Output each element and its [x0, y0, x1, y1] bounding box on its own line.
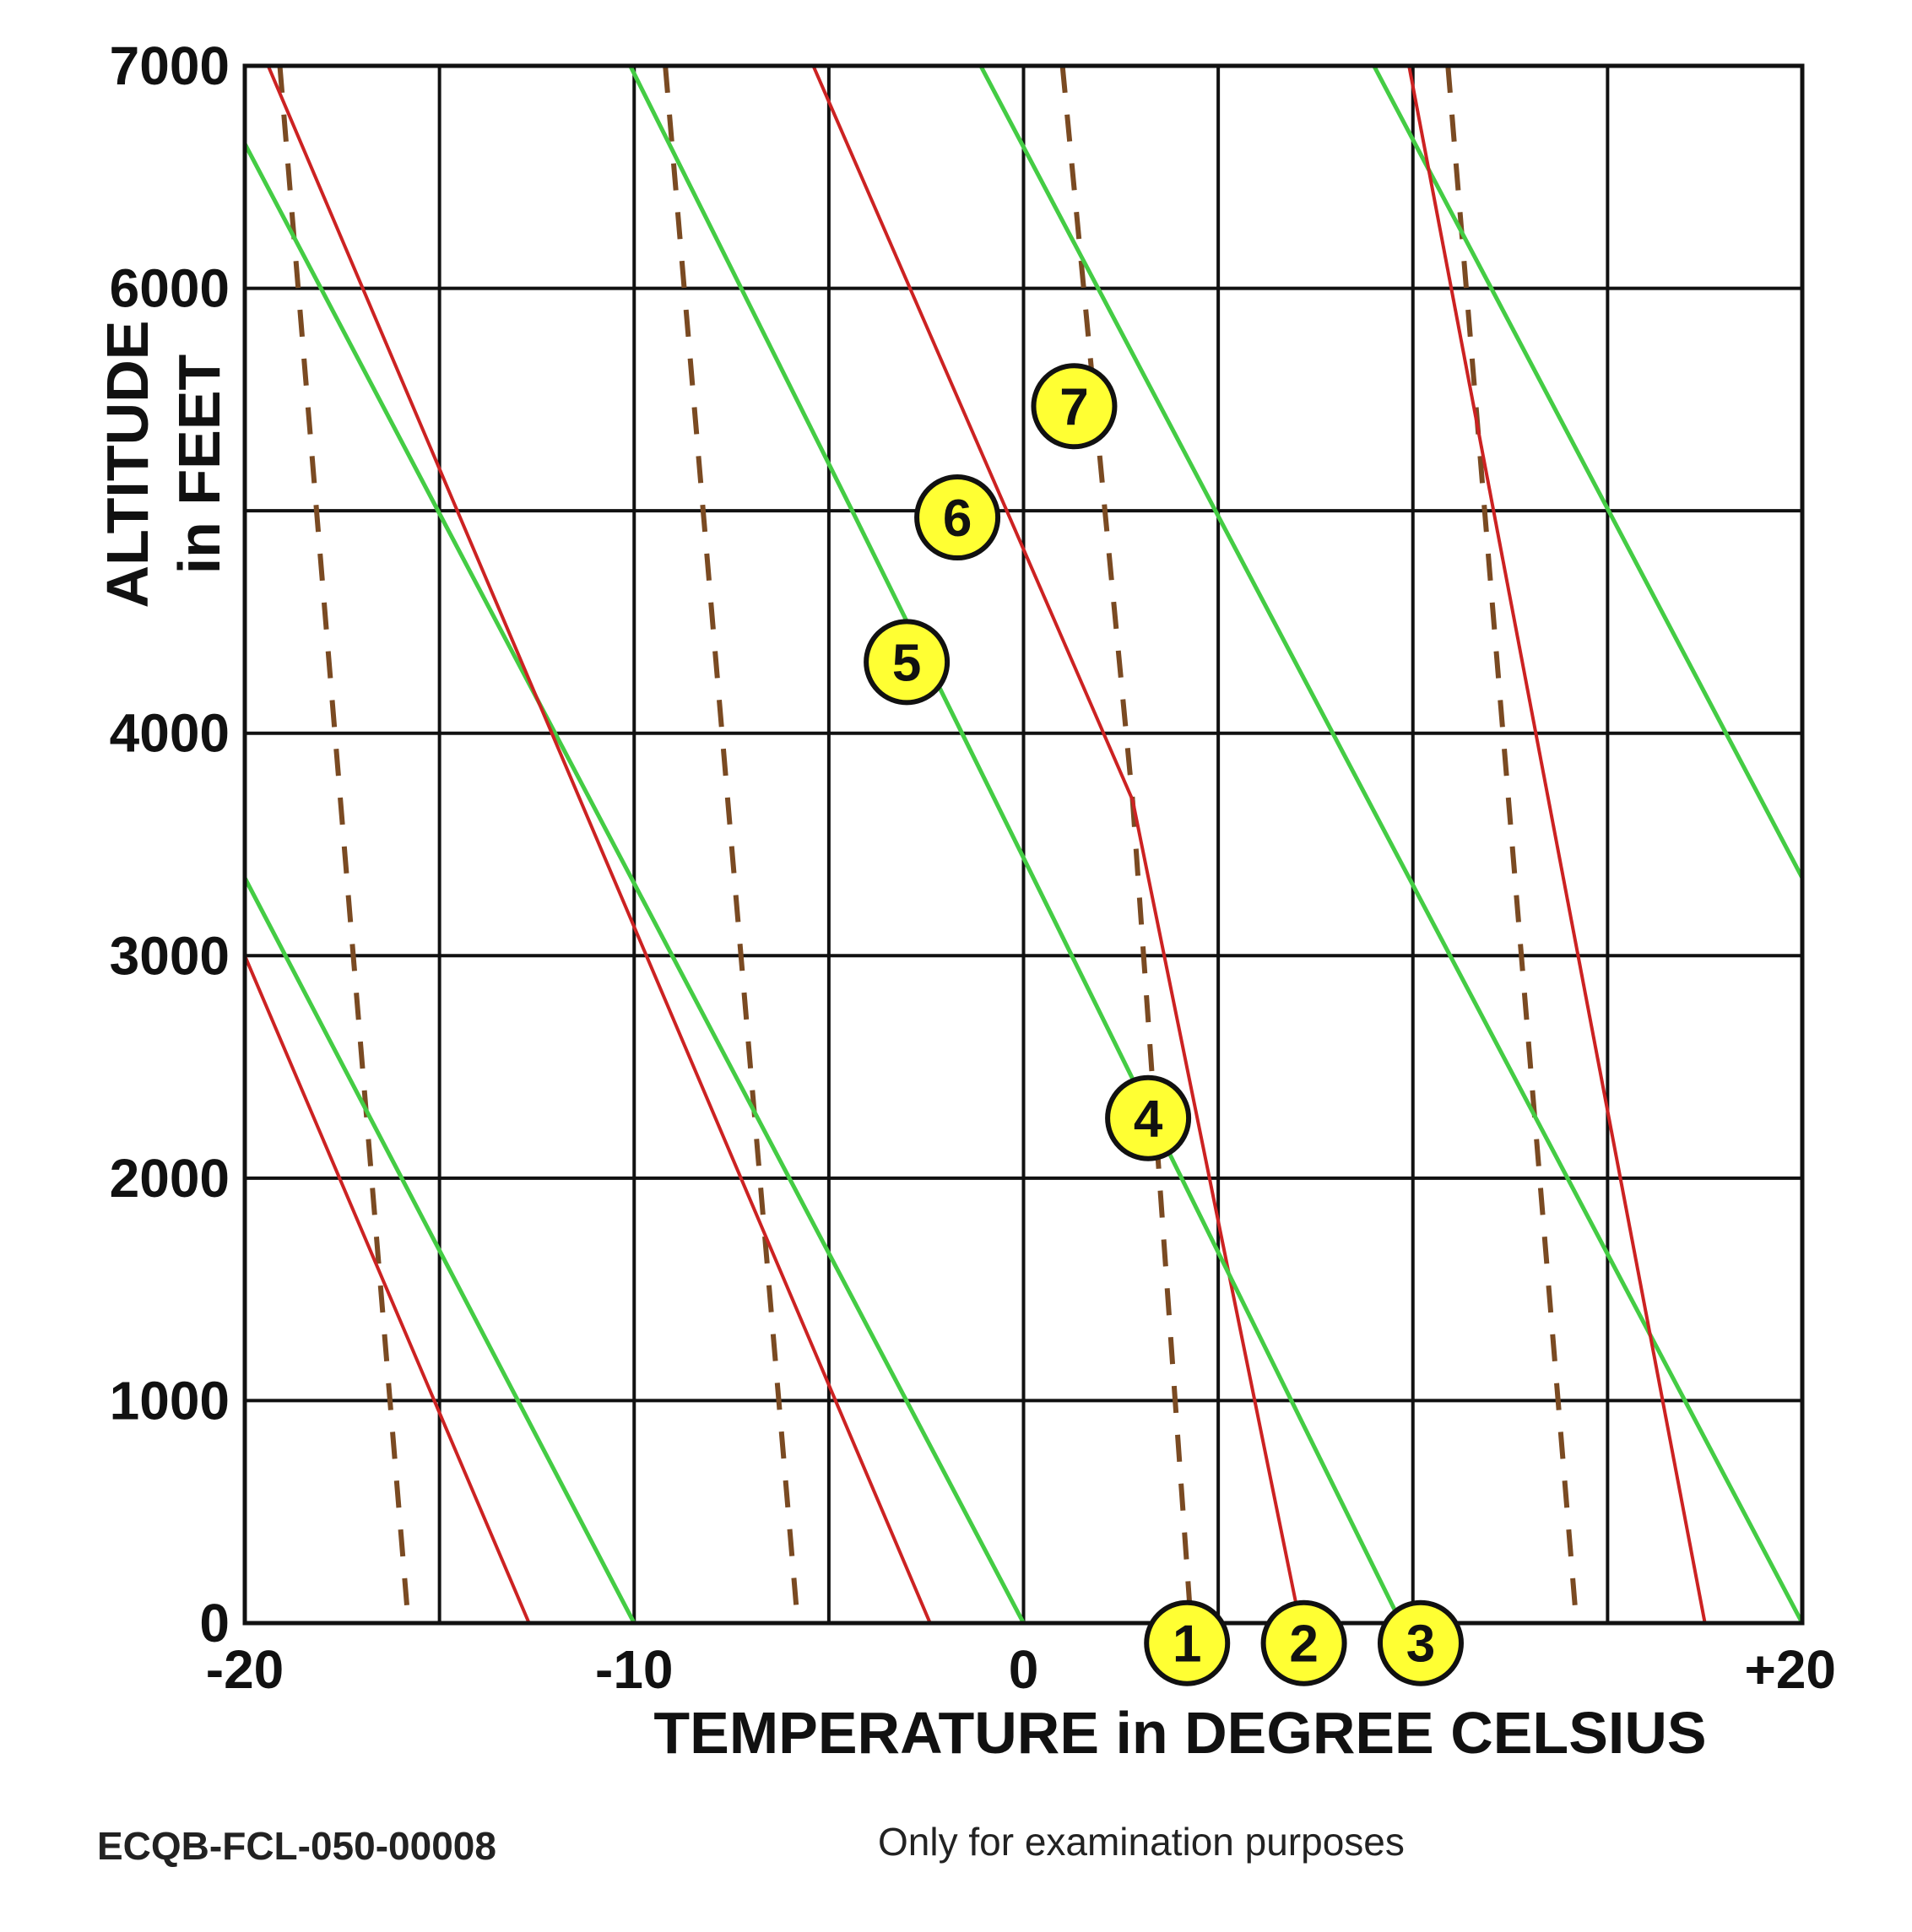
y-tick-label: 7000 — [110, 35, 230, 96]
series-line-1 — [1129, 799, 1194, 1624]
marker-label: 4 — [1134, 1090, 1163, 1149]
y-tick-label: 2000 — [110, 1148, 230, 1209]
y-tick-label: 4000 — [110, 703, 230, 764]
green-line — [978, 64, 1805, 1625]
dashed-line — [663, 65, 800, 1624]
green-line — [1372, 64, 1805, 879]
marker-circle — [1105, 1074, 1192, 1161]
green-line — [242, 876, 636, 1625]
chart-grid — [245, 66, 1802, 1623]
marker-4: 4 — [1105, 1074, 1192, 1161]
chart-tick-labels: 0 1000 2000 3000 4000 6000 7000 -20 -10 0 +20 — [110, 35, 1836, 1700]
green-line — [242, 143, 1026, 1625]
series-line-3 — [850, 510, 1404, 1625]
marker-label: 2 — [1289, 1615, 1318, 1674]
plot-frame — [242, 63, 1805, 1626]
marker-label: 5 — [892, 634, 921, 692]
disclaimer-text: Only for examination purposes — [878, 1820, 1405, 1864]
y-axis-title-line2: in FEET — [166, 354, 232, 575]
y-tick-label: 6000 — [110, 258, 230, 319]
marker-circle — [914, 474, 1001, 561]
marker-circle — [1377, 1599, 1464, 1686]
dashed-line — [277, 65, 411, 1624]
altitude-temperature-chart: 0 1000 2000 3000 4000 6000 7000 -20 -10 0 +20 1 2 3 4… — [95, 35, 1836, 1766]
marker-6: 6 — [914, 474, 1001, 561]
marker-circle — [1144, 1599, 1231, 1686]
red-line — [811, 65, 1135, 801]
y-tick-label: 1000 — [110, 1370, 230, 1431]
marker-5: 5 — [864, 619, 951, 706]
y-tick-label: 3000 — [110, 925, 230, 986]
x-tick-label: 0 — [1009, 1639, 1039, 1700]
red-line — [1407, 65, 1707, 1624]
reference-code: ECQB-FCL-050-00008 — [97, 1824, 496, 1868]
marker-label: 3 — [1406, 1615, 1435, 1674]
marker-7: 7 — [1031, 363, 1118, 450]
marker-label: 7 — [1059, 378, 1088, 436]
x-tick-label: -20 — [206, 1639, 284, 1700]
green-line — [628, 64, 854, 512]
marker-label: 6 — [943, 490, 972, 548]
marker-3: 3 — [1377, 1599, 1464, 1686]
marker-circle — [1031, 363, 1118, 450]
red-line — [266, 65, 932, 1624]
red-line — [243, 955, 531, 1624]
chart-lines — [242, 64, 1805, 1625]
marker-circle — [864, 619, 951, 706]
chart-frame — [242, 63, 1805, 1626]
x-tick-label: -10 — [595, 1639, 674, 1700]
marker-1: 1 — [1144, 1599, 1231, 1686]
y-tick-label: 0 — [199, 1593, 230, 1653]
marker-2: 2 — [1260, 1599, 1347, 1686]
marker-circle — [1260, 1599, 1347, 1686]
chart-markers: 1 2 3 4 5 6 7 — [864, 363, 1464, 1686]
x-tick-label: +20 — [1744, 1639, 1836, 1700]
y-axis-title: ALTITUDE in FEET — [95, 321, 232, 609]
x-axis-title: TEMPERATURE in DEGREE CELSIUS — [653, 1700, 1706, 1766]
y-axis-title-line1: ALTITUDE — [95, 321, 160, 609]
series-line-2 — [1130, 799, 1302, 1624]
marker-label: 1 — [1173, 1615, 1201, 1674]
dashed-line — [1445, 65, 1579, 1624]
